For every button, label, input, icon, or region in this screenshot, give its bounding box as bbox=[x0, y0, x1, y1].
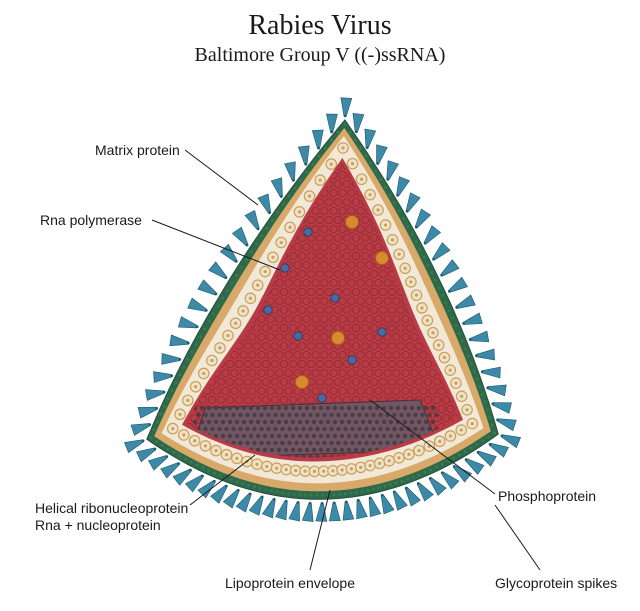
label-rna-polymerase: Rna polymerase bbox=[40, 212, 142, 229]
rna-polymerase-dot bbox=[318, 394, 326, 402]
label-matrix-protein: Matrix protein bbox=[95, 142, 180, 159]
label-lipoprotein-envelope: Lipoprotein envelope bbox=[225, 575, 355, 592]
phosphoprotein-dot bbox=[296, 376, 309, 389]
phosphoprotein-dot bbox=[376, 252, 389, 265]
rna-polymerase-dot bbox=[348, 356, 356, 364]
phosphoprotein-dot bbox=[332, 332, 345, 345]
rna-polymerase-dot bbox=[331, 294, 339, 302]
label-glycoprotein-spikes: Glycoprotein spikes bbox=[495, 575, 617, 592]
phosphoprotein-dot bbox=[346, 216, 359, 229]
rna-polymerase-dot bbox=[378, 328, 386, 336]
label-helical-rnp: Helical ribonucleoproteinRna + nucleopro… bbox=[35, 500, 188, 534]
rna-polymerase-dot bbox=[264, 306, 272, 314]
label-phosphoprotein: Phosphoprotein bbox=[498, 488, 596, 505]
rna-polymerase-dot bbox=[304, 228, 312, 236]
rna-polymerase-dot bbox=[281, 264, 289, 272]
rna-polymerase-dot bbox=[294, 332, 302, 340]
